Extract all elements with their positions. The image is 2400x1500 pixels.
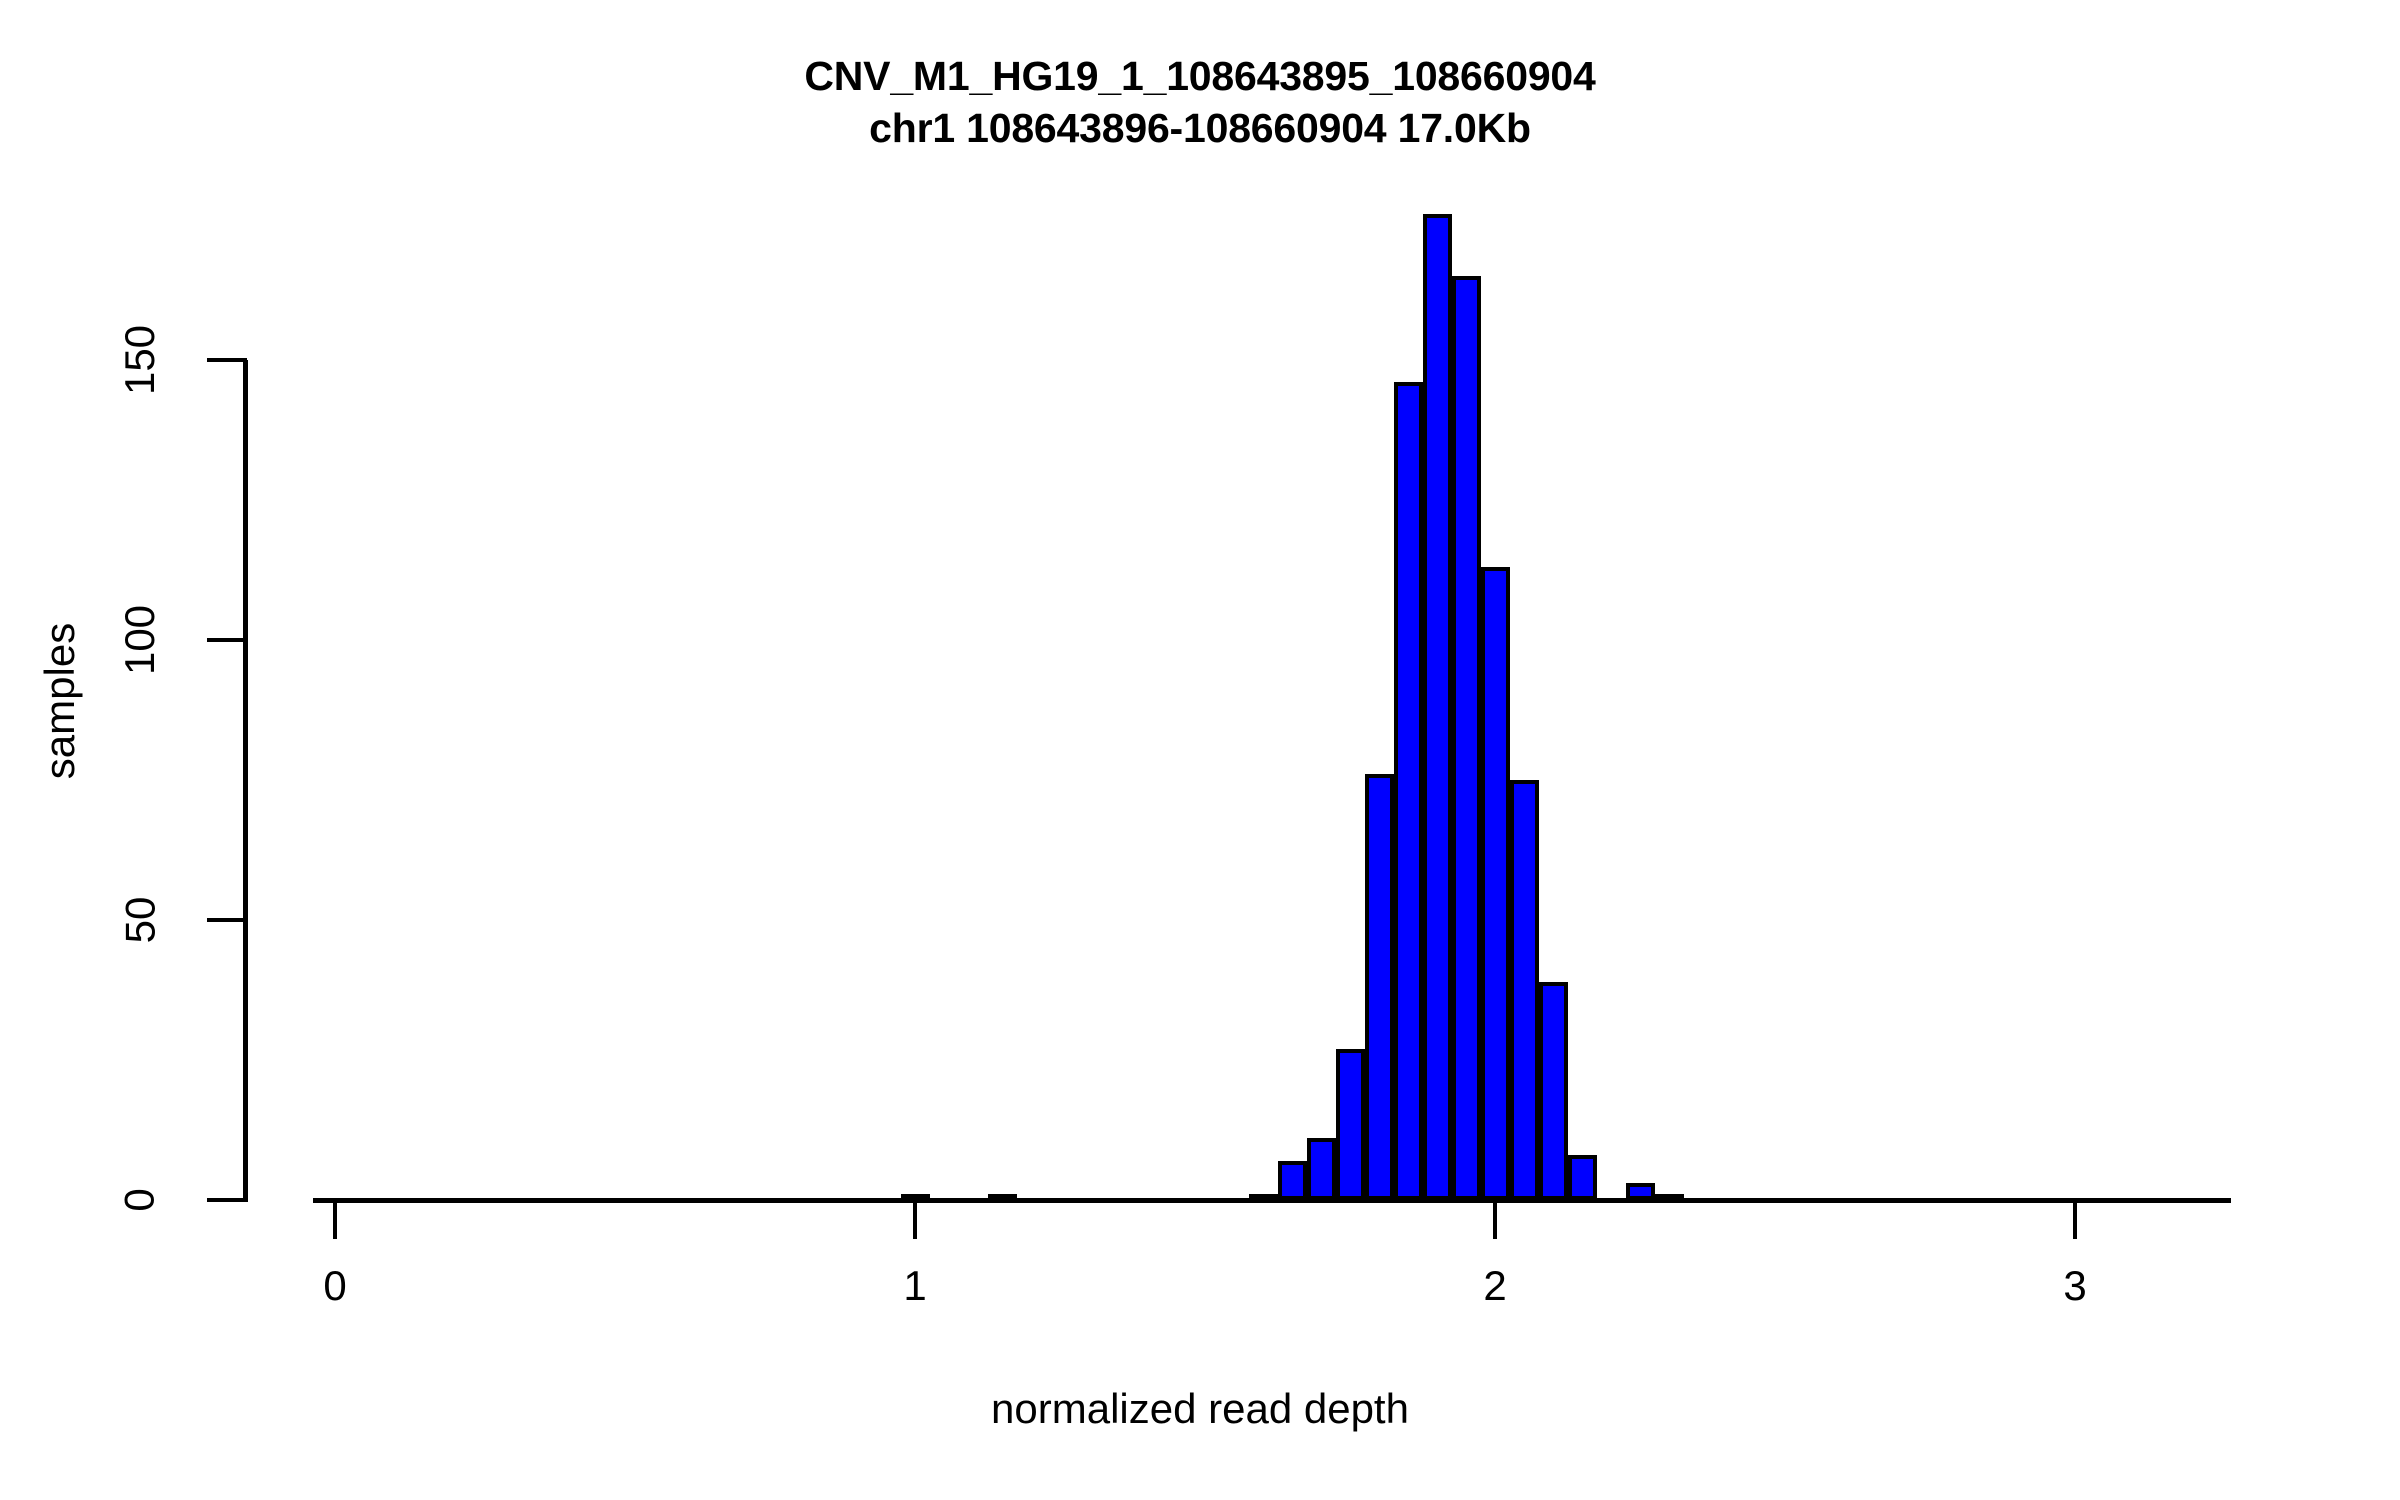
histogram-bar [1422,214,1452,1200]
y-axis-tick [207,918,247,922]
y-axis-tick [207,358,247,362]
x-axis-title: normalized read depth [991,1385,1409,1432]
y-axis-tick [207,1198,247,1202]
x-axis-tick-label: 0 [323,1262,347,1309]
y-axis-title: samples [36,622,83,780]
histogram-bar [1393,382,1423,1200]
x-axis-tick-label: 2 [1483,1262,1507,1309]
x-axis-tick [2073,1203,2077,1239]
x-axis-tick [913,1203,917,1239]
y-axis-tick-label-text: 150 [115,324,163,396]
x-axis-tick-label: 1 [903,1262,927,1309]
histogram-bar [1567,1155,1597,1200]
y-axis-line [243,360,248,1202]
y-axis-tick [207,638,247,642]
histogram-bar [1538,981,1568,1200]
y-axis-tick-label: 50 [85,896,195,944]
histogram-bar [1364,774,1394,1200]
y-axis-tick-label: 100 [85,605,195,675]
histogram-bar [1306,1138,1336,1200]
y-axis-tick-label: 150 [85,325,195,395]
x-axis-line [313,1198,2231,1203]
histogram-bar [1277,1160,1307,1200]
y-axis-tick-label-text: 0 [115,1188,163,1212]
histogram-bar [1480,567,1510,1200]
chart-title-line-2: chr1 108643896-108660904 17.0Kb [869,105,1531,151]
x-axis-tick-label: 3 [2063,1262,2087,1309]
x-axis-tick [333,1203,337,1239]
histogram-bar [1509,780,1539,1200]
y-axis-tick-label-text: 50 [116,896,163,944]
y-axis-tick-label-text: 100 [115,604,163,676]
histogram-bar [1451,276,1481,1200]
y-axis-tick-label: 0 [85,1179,195,1221]
chart-title: CNV_M1_HG19_1_108643895_108660904 chr1 1… [0,50,2400,154]
histogram-bar [1335,1048,1365,1200]
chart-title-line-1: CNV_M1_HG19_1_108643895_108660904 [804,53,1596,99]
x-axis-tick [1493,1203,1497,1239]
